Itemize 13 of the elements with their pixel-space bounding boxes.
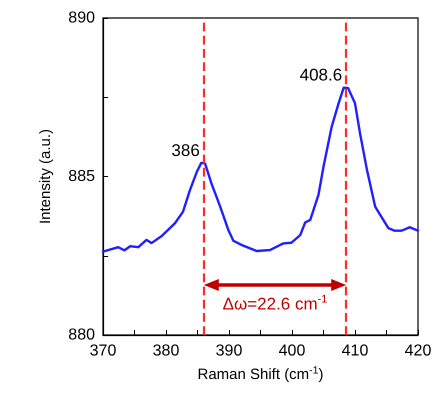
x-tick-label: 370 <box>90 342 116 360</box>
y-tick-label: 880 <box>68 326 96 344</box>
y-tick-label: 890 <box>68 10 96 26</box>
x-tick-label: 410 <box>342 342 368 360</box>
x-tick-label: 400 <box>278 342 306 360</box>
annotation: 408.6 <box>300 66 342 85</box>
y-tick-label: 885 <box>68 168 96 185</box>
line-series <box>102 86 420 253</box>
annotation: 386 <box>171 140 200 160</box>
x-tick-label: 420 <box>404 342 432 360</box>
y-axis-title: Intensity (a.u.) <box>37 128 54 224</box>
x-tick-label: 380 <box>152 342 180 360</box>
x-tick-label: 390 <box>216 342 242 360</box>
